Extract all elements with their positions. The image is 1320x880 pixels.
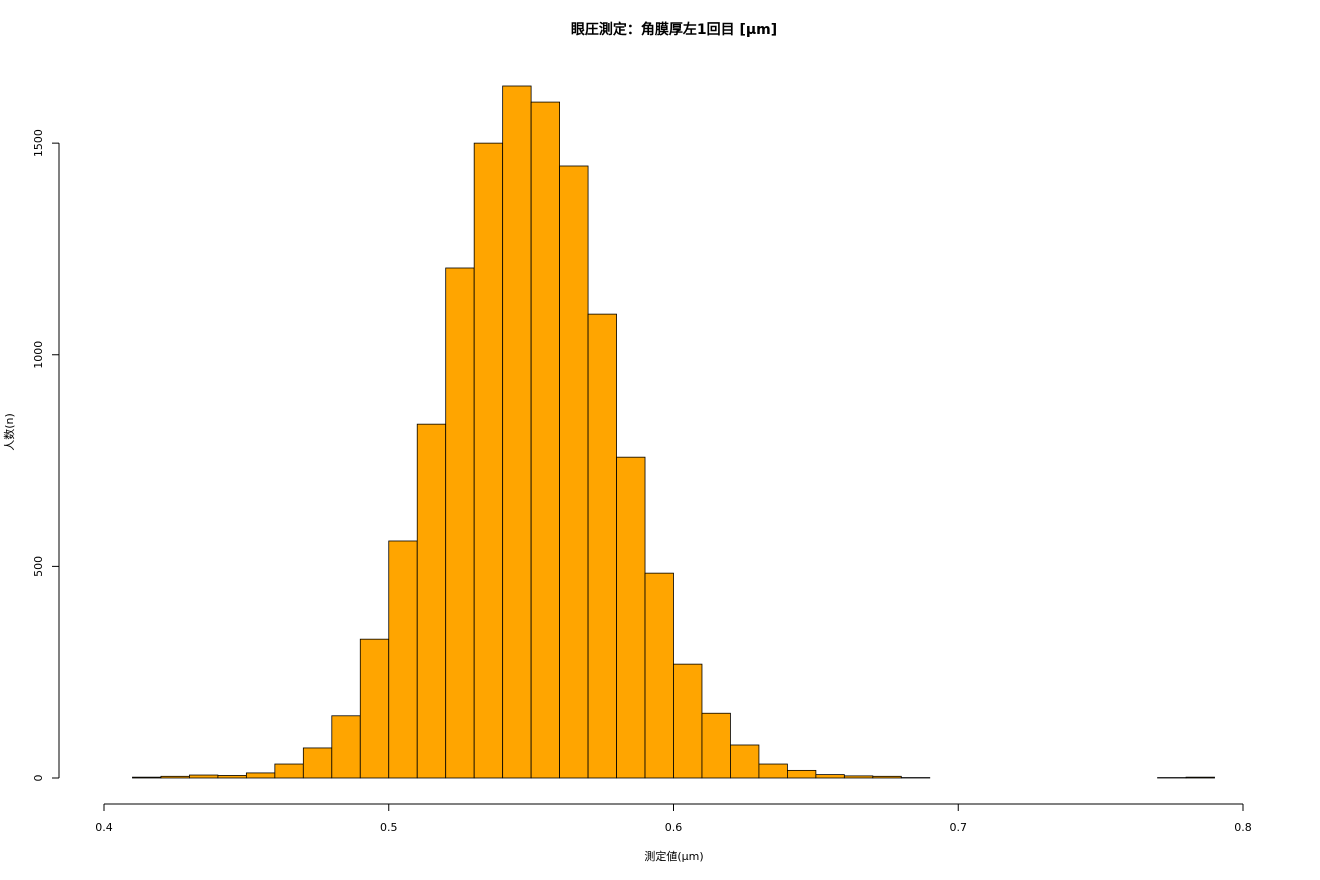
histogram-bar (1185, 776, 1215, 779)
histogram-bar (701, 712, 731, 779)
y-tick-label: 0 (32, 775, 45, 782)
x-tick-label: 0.7 (950, 821, 968, 834)
histogram-bar (502, 85, 532, 779)
histogram-bar (445, 267, 475, 779)
y-tick-label: 1500 (32, 129, 45, 157)
histogram-bar (245, 772, 276, 779)
histogram-bar (843, 775, 874, 779)
histogram-bar (359, 638, 390, 779)
histogram-bar (559, 165, 589, 779)
histogram-bar (644, 572, 674, 779)
histogram-bar (416, 423, 447, 779)
histogram-bar (616, 456, 646, 779)
histogram-bar (217, 775, 247, 779)
histogram-bar (132, 776, 162, 779)
histogram-bar (815, 774, 845, 779)
histogram-bar (758, 763, 788, 779)
x-tick-label: 0.8 (1234, 821, 1252, 834)
histogram-bar (787, 769, 817, 779)
histogram-bar (274, 763, 304, 779)
histogram-bar (473, 142, 504, 779)
x-tick-label: 0.5 (380, 821, 398, 834)
histogram-bar (872, 775, 902, 779)
x-tick-label: 0.6 (665, 821, 683, 834)
histogram-bar (160, 775, 190, 779)
histogram-bar (331, 715, 361, 779)
chart-title: 眼圧測定：角膜厚左1回目 [μm] (571, 21, 777, 38)
histogram-bar (388, 540, 418, 779)
y-axis-label: 人数(n) (3, 413, 16, 451)
histogram-bar (587, 313, 617, 779)
histogram-bar (730, 744, 760, 779)
histogram-bar (189, 774, 219, 779)
histogram-bar (302, 747, 333, 779)
y-tick-label: 1000 (32, 341, 45, 369)
y-tick-label: 500 (32, 556, 45, 577)
histogram-bar (530, 101, 561, 779)
histogram-bar (673, 663, 703, 779)
x-tick-label: 0.4 (95, 821, 113, 834)
x-axis-label: 測定値(μm) (644, 849, 703, 863)
